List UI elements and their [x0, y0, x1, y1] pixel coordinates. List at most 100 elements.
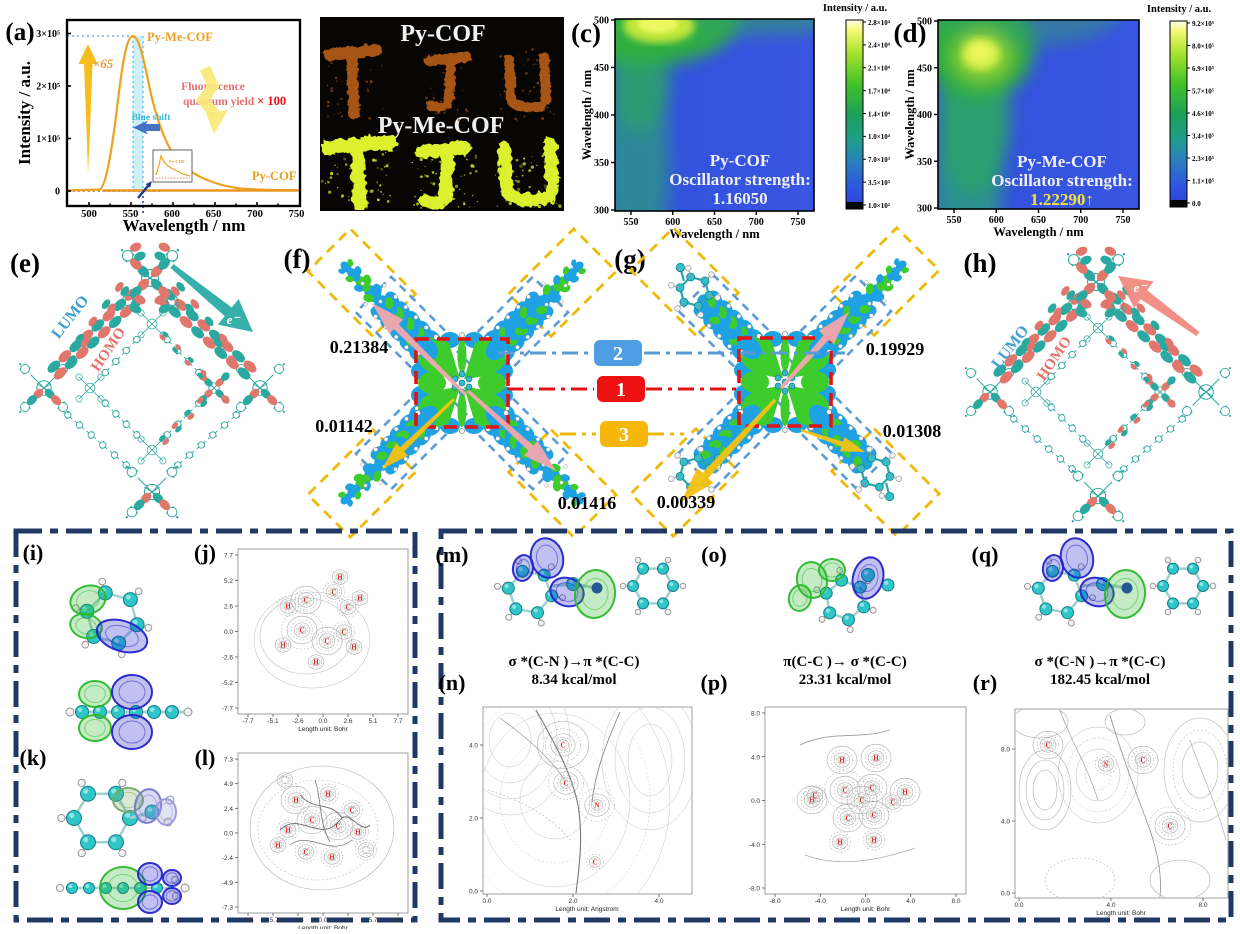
svg-text:Wavelength / nm: Wavelength / nm — [669, 227, 760, 241]
svg-text:Oscillator strength:: Oscillator strength: — [669, 170, 811, 189]
svg-text:(n): (n) — [439, 670, 466, 695]
svg-text:(h): (h) — [964, 248, 997, 278]
svg-text:4.0: 4.0 — [1106, 902, 1115, 909]
svg-text:1.4×10⁴: 1.4×10⁴ — [868, 110, 891, 118]
svg-text:500: 500 — [917, 17, 932, 28]
svg-text:(d): (d) — [894, 18, 927, 48]
svg-text:7.7: 7.7 — [224, 553, 233, 560]
svg-text:4.0: 4.0 — [1001, 819, 1010, 826]
svg-text:(q): (q) — [972, 542, 999, 567]
svg-text:Wavelength / nm: Wavelength / nm — [580, 69, 594, 160]
svg-text:8.5: 8.5 — [393, 917, 402, 924]
svg-text:Intensity / a.u.: Intensity / a.u. — [1147, 4, 1212, 15]
svg-text:5.7×10⁵: 5.7×10⁵ — [1192, 87, 1214, 95]
svg-text:400: 400 — [594, 111, 609, 122]
svg-text:-8.0: -8.0 — [749, 886, 761, 893]
svg-text:7.3: 7.3 — [224, 757, 233, 764]
svg-text:H: H — [871, 838, 877, 845]
svg-text:0.0: 0.0 — [1014, 902, 1023, 909]
svg-text:0.21384: 0.21384 — [330, 337, 389, 357]
svg-text:2.0: 2.0 — [568, 898, 577, 905]
svg-text:Wavelength / nm: Wavelength / nm — [993, 225, 1084, 239]
svg-text:0.0: 0.0 — [224, 831, 233, 838]
svg-text:23.31 kcal/mol: 23.31 kcal/mol — [799, 672, 892, 688]
svg-text:(k): (k) — [20, 745, 47, 770]
svg-text:C: C — [346, 605, 351, 612]
svg-text:2.6: 2.6 — [224, 604, 233, 611]
svg-text:C: C — [336, 824, 341, 831]
svg-text:0.01142: 0.01142 — [315, 416, 373, 436]
svg-text:C: C — [870, 786, 875, 793]
svg-text:C: C — [561, 743, 566, 750]
svg-text:650: 650 — [1031, 215, 1046, 226]
svg-text:H: H — [357, 596, 363, 603]
svg-text:C: C — [564, 781, 569, 788]
svg-text:Length unit: Bohr: Length unit: Bohr — [841, 906, 891, 913]
svg-text:Py-COF: Py-COF — [169, 159, 185, 164]
svg-text:Length unit: Angstrom: Length unit: Angstrom — [555, 906, 618, 913]
svg-text:(f): (f) — [284, 244, 311, 274]
svg-text:C: C — [843, 788, 848, 795]
svg-text:1: 1 — [616, 379, 626, 401]
svg-text:-5.1: -5.1 — [267, 718, 279, 725]
svg-text:450: 450 — [917, 63, 932, 74]
svg-text:-4.0: -4.0 — [749, 842, 761, 849]
svg-text:-2.4: -2.4 — [222, 855, 234, 862]
svg-text:500: 500 — [594, 16, 609, 27]
svg-text:400: 400 — [917, 110, 932, 121]
svg-text:700: 700 — [749, 217, 764, 228]
svg-text:C: C — [300, 628, 305, 635]
svg-text:0.0: 0.0 — [861, 898, 870, 905]
svg-text:2.8×10⁴: 2.8×10⁴ — [868, 19, 891, 27]
svg-text:Intensity / a.u.: Intensity / a.u. — [15, 61, 34, 165]
svg-text:H: H — [902, 790, 908, 797]
svg-text:Py-COF: Py-COF — [400, 21, 485, 47]
svg-text:5.2: 5.2 — [224, 578, 233, 585]
svg-text:H: H — [293, 798, 299, 805]
svg-text:C: C — [304, 598, 309, 605]
svg-text:-7.7: -7.7 — [222, 706, 234, 713]
svg-text:Oscillator strength:: Oscillator strength: — [991, 171, 1133, 190]
svg-text:3.4×10⁵: 3.4×10⁵ — [1192, 132, 1214, 140]
svg-text:(m): (m) — [436, 542, 469, 567]
svg-text:5.1: 5.1 — [368, 718, 377, 725]
svg-text:0.0: 0.0 — [318, 718, 327, 725]
svg-text:H: H — [337, 575, 343, 582]
svg-text:1.1×10⁵: 1.1×10⁵ — [1192, 177, 1214, 185]
svg-text:-5.7: -5.7 — [267, 917, 279, 924]
svg-text:Length unit: Bohr: Length unit: Bohr — [298, 726, 348, 733]
svg-text:3.5×10³: 3.5×10³ — [868, 179, 890, 187]
svg-text:700: 700 — [247, 209, 263, 220]
svg-text:4.0: 4.0 — [751, 754, 760, 761]
svg-text:700: 700 — [1073, 215, 1088, 226]
svg-text:7.7: 7.7 — [393, 718, 402, 725]
svg-text:C: C — [846, 816, 851, 823]
svg-text:-2.6: -2.6 — [222, 655, 234, 662]
svg-text:H: H — [280, 643, 286, 650]
svg-text:350: 350 — [594, 158, 609, 169]
svg-text:500: 500 — [81, 209, 97, 220]
svg-text:0.0: 0.0 — [469, 889, 478, 896]
svg-text:1.7×10⁴: 1.7×10⁴ — [868, 87, 891, 95]
svg-text:-2.6: -2.6 — [292, 718, 304, 725]
svg-text:0.0: 0.0 — [482, 898, 491, 905]
svg-text:0.0: 0.0 — [1001, 891, 1010, 898]
svg-text:8.0×10⁵: 8.0×10⁵ — [1192, 42, 1214, 50]
svg-text:(o): (o) — [701, 542, 727, 567]
svg-text:C: C — [593, 860, 598, 867]
svg-text:(r): (r) — [973, 670, 997, 695]
svg-text:300: 300 — [917, 204, 932, 215]
svg-text:8.0: 8.0 — [951, 898, 960, 905]
svg-text:2.3×10⁵: 2.3×10⁵ — [1192, 155, 1214, 163]
svg-text:182.45 kcal/mol: 182.45 kcal/mol — [1050, 672, 1150, 688]
svg-text:4.0: 4.0 — [906, 898, 915, 905]
svg-text:550: 550 — [123, 209, 139, 220]
svg-text:-8.5: -8.5 — [242, 917, 254, 924]
svg-text:2.4: 2.4 — [224, 806, 233, 813]
svg-text:350: 350 — [917, 157, 932, 168]
svg-text:(a): (a) — [5, 19, 34, 46]
svg-text:C: C — [872, 813, 877, 820]
svg-text:600: 600 — [989, 215, 1004, 226]
svg-text:3×10⁵: 3×10⁵ — [36, 29, 60, 40]
svg-text:(i): (i) — [23, 540, 44, 565]
